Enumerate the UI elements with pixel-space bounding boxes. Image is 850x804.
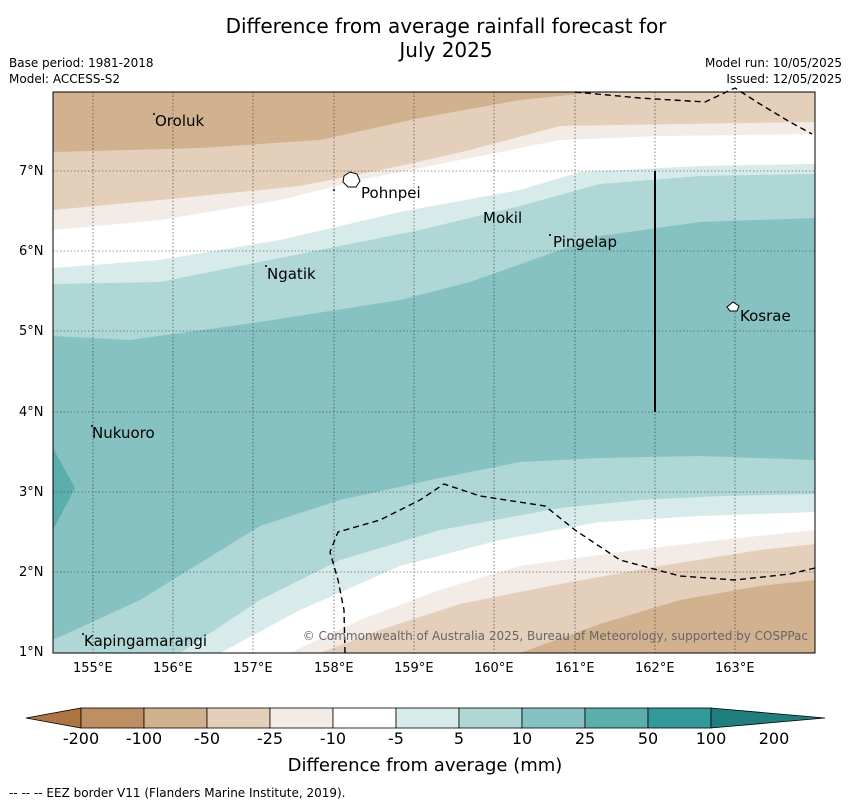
colorbar-tick-label: 50: [637, 729, 659, 748]
colorbar-cell: [647, 707, 712, 729]
lat-tick-label: 3°N: [19, 485, 44, 500]
map-title-line2: July 2025: [399, 38, 493, 62]
lon-tick-label: 163°E: [715, 661, 755, 676]
lon-tick-label: 157°E: [233, 661, 273, 676]
colorbar-tick-label: -100: [125, 729, 163, 748]
colorbar-title: Difference from average (mm): [287, 755, 563, 776]
place-label-pingelap: Pingelap: [553, 233, 618, 251]
colorbar-cell: [458, 707, 523, 729]
lat-tick-label: 5°N: [19, 324, 44, 339]
atoll-markers: [82, 113, 551, 635]
model-name: Model: ACCESS-S2: [9, 72, 121, 86]
lat-tick-label: 2°N: [19, 565, 44, 580]
colorbar-tick-label: -10: [319, 729, 347, 748]
lon-tick-label: 159°E: [394, 661, 434, 676]
place-label-kapingamarangi: Kapingamarangi: [84, 632, 208, 650]
colorbar-cell: [332, 707, 397, 729]
colorbar-cell: [521, 707, 586, 729]
colorbar-cells: [25, 707, 826, 729]
colorbar-tick-label: 200: [758, 729, 790, 748]
lat-tick-label: 6°N: [19, 244, 44, 259]
base-period: Base period: 1981-2018: [9, 56, 154, 70]
colorbar-cell: [206, 707, 271, 729]
contour-neg25-neg50-north: [53, 92, 600, 152]
lon-tick-label: 155°E: [73, 661, 113, 676]
rainfall-contours: [53, 92, 815, 653]
colorbar-tick-label: -25: [256, 729, 284, 748]
issued-date: Issued: 12/05/2025: [726, 72, 842, 86]
place-label-ngatik: Ngatik: [267, 265, 316, 283]
pohnpei-island: [342, 171, 361, 188]
kosrae-island: [726, 301, 740, 312]
lon-tick-label: 156°E: [153, 661, 193, 676]
gridlines: [53, 92, 815, 653]
map-frame: [52, 91, 816, 654]
colorbar-cell: [80, 707, 145, 729]
lat-tick-label: 1°N: [19, 645, 44, 660]
copyright-notice: © Commonwealth of Australia 2025, Bureau…: [302, 629, 808, 643]
colorbar-tick-label: 5: [453, 729, 465, 748]
colorbar-tick-label: 25: [574, 729, 596, 748]
lon-tick-label: 162°E: [635, 661, 675, 676]
colorbar-tick-label: -50: [193, 729, 221, 748]
colorbar-extend-high: [710, 707, 826, 729]
colorbar-tick-label: 100: [695, 729, 727, 748]
colorbar: [25, 707, 826, 729]
colorbar-cell: [584, 707, 649, 729]
place-label-mokil: Mokil: [483, 209, 523, 227]
eez-footer-note: -- -- -- EEZ border V11 (Flanders Marine…: [9, 786, 346, 800]
colorbar-tick-label: 10: [511, 729, 533, 748]
place-label-pohnpei: Pohnpei: [361, 184, 421, 202]
place-label-nukuoro: Nukuoro: [92, 424, 155, 442]
contour-neg25-neg50-south: [520, 580, 815, 653]
lat-tick-label: 4°N: [19, 405, 44, 420]
colorbar-cell: [143, 707, 208, 729]
colorbar-cell: [395, 707, 460, 729]
colorbar-extend-low: [25, 707, 82, 729]
lon-tick-label: 161°E: [555, 661, 595, 676]
colorbar-tick-label: -5: [388, 729, 404, 748]
model-run: Model run: 10/05/2025: [704, 56, 842, 70]
place-label-oroluk: Oroluk: [155, 112, 205, 130]
colorbar-tick-label: -200: [62, 729, 100, 748]
colorbar-cell: [269, 707, 334, 729]
lon-tick-label: 158°E: [314, 661, 354, 676]
map-title-line1: Difference from average rainfall forecas…: [225, 14, 667, 38]
place-label-kosrae: Kosrae: [740, 307, 791, 325]
lon-tick-label: 160°E: [474, 661, 514, 676]
lat-tick-label: 7°N: [19, 164, 44, 179]
eez-border: [329, 87, 816, 654]
contour-50-100: [53, 448, 75, 530]
